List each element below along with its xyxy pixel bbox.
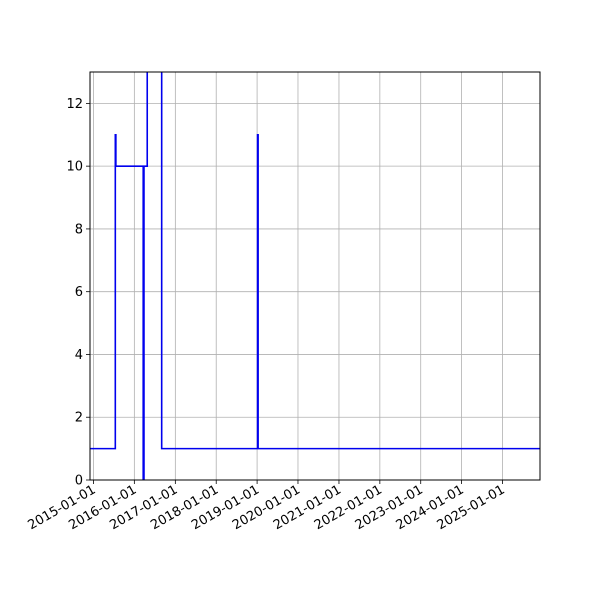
y-tick-label: 0 (75, 474, 83, 489)
y-tick-label: 6 (75, 285, 83, 300)
grid-layer (90, 72, 540, 481)
y-tick-label: 2 (75, 411, 83, 426)
plot-area-frame (89, 71, 541, 481)
y-tick-label: 8 (75, 222, 83, 237)
data-layer (90, 72, 540, 480)
y-tick-label: 4 (75, 348, 83, 363)
y-tick-label: 12 (66, 97, 83, 112)
y-tick-label: 10 (66, 160, 83, 175)
series-line (90, 72, 540, 480)
